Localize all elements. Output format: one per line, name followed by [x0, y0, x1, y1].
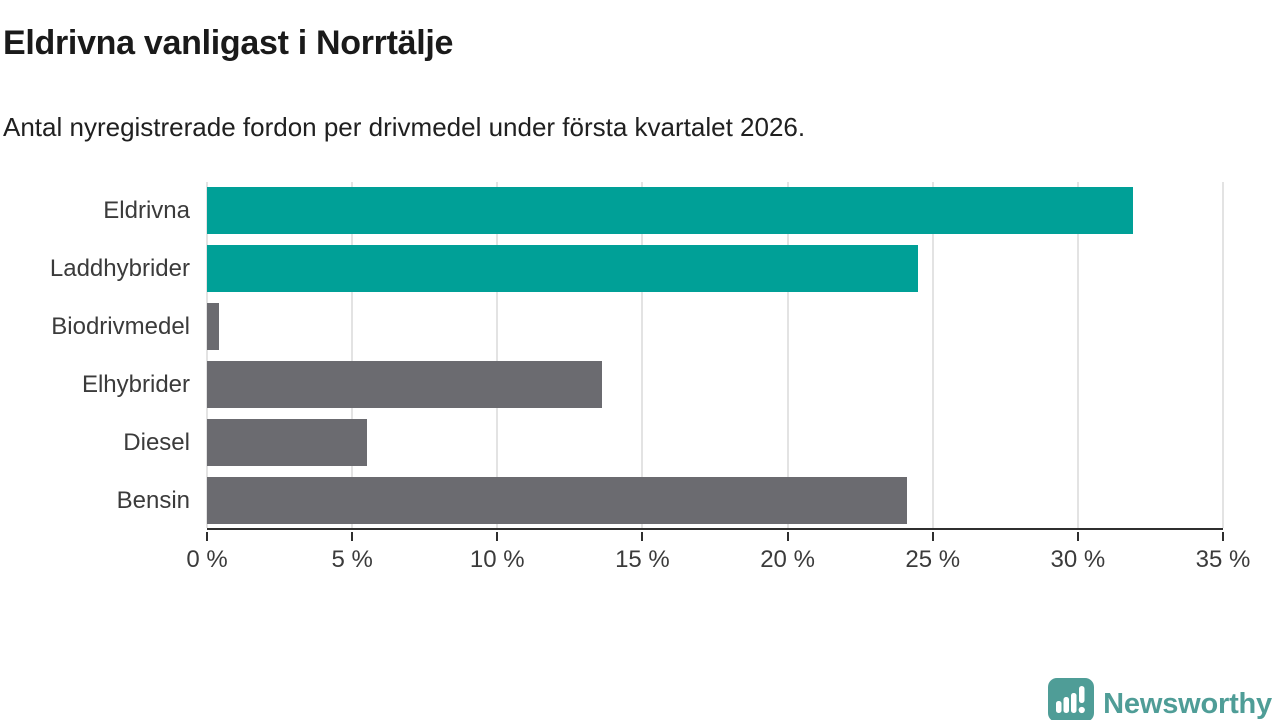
bar-row — [207, 472, 1223, 530]
plot-wrap: 0 % 5 % 10 % 15 % 20 % 25 % 30 % 35 % — [186, 182, 1250, 573]
category-label: Elhybrider — [81, 371, 190, 398]
axis-tick-10 — [496, 532, 499, 541]
bar-row — [207, 356, 1223, 414]
category-label: Laddhybrider — [49, 255, 190, 282]
x-tick-label-15: 15 % — [615, 546, 670, 573]
bars-layer — [207, 182, 1223, 530]
x-tick-label-35: 35 % — [1195, 546, 1251, 573]
bar-eldrivna — [207, 187, 1133, 234]
gridline-25 — [931, 182, 934, 528]
category-label: Diesel — [123, 429, 190, 456]
plot-area — [206, 182, 1224, 530]
bar-bensin — [207, 477, 907, 524]
x-tick-label-25: 25 % — [905, 546, 961, 573]
axis-tick-25 — [931, 532, 934, 541]
bar-chart: Eldrivna Laddhybrider Biodrivmedel Elhybrid… — [0, 182, 1280, 573]
axis-tick-30 — [1076, 532, 1079, 541]
gridline-10 — [496, 182, 499, 528]
gridline-15 — [641, 182, 644, 528]
x-tick-label-5: 5 % — [331, 546, 373, 573]
bar-biodrivmedel — [207, 303, 219, 350]
chart-page: Eldrivna vanligast i Norrtälje Antal nyr… — [0, 22, 1280, 720]
category-label: Eldrivna — [103, 197, 190, 224]
axis-tick-35 — [1222, 532, 1224, 541]
gridline-5 — [351, 182, 354, 528]
newsworthy-brand: Newsworthy — [1048, 678, 1272, 720]
gridline-20 — [786, 182, 789, 528]
x-tick-label-10: 10 % — [469, 546, 525, 573]
gridline-0 — [206, 182, 208, 528]
x-tick-label-20: 20 % — [760, 546, 815, 573]
bar-row — [207, 182, 1223, 240]
chart-subtitle: Antal nyregistrerade fordon per drivmede… — [3, 111, 806, 142]
axis-tick-20 — [786, 532, 789, 541]
x-tick-label-30: 30 % — [1050, 546, 1106, 573]
newsworthy-brand-label: Newsworthy — [1103, 687, 1272, 720]
bar-row — [207, 298, 1223, 356]
category-labels: Eldrivna Laddhybrider Biodrivmedel Elhybrid… — [0, 182, 207, 530]
axis-tick-15 — [641, 532, 644, 541]
bar-row — [207, 240, 1223, 298]
category-label: Bensin — [116, 487, 190, 514]
axis-tick-0 — [206, 532, 208, 541]
bar-diesel — [207, 419, 367, 466]
newsworthy-logo-icon — [1048, 678, 1095, 720]
bar-laddhybrider — [207, 245, 919, 292]
chart-title: Eldrivna vanligast i Norrtälje — [3, 24, 454, 62]
category-label: Biodrivmedel — [51, 313, 190, 340]
bar-elhybrider — [207, 361, 602, 408]
gridline-30 — [1076, 182, 1079, 528]
bar-row — [207, 414, 1223, 472]
axis-tick-5 — [351, 532, 354, 541]
gridline-35 — [1222, 182, 1224, 528]
x-tick-label-0: 0 % — [186, 546, 228, 573]
